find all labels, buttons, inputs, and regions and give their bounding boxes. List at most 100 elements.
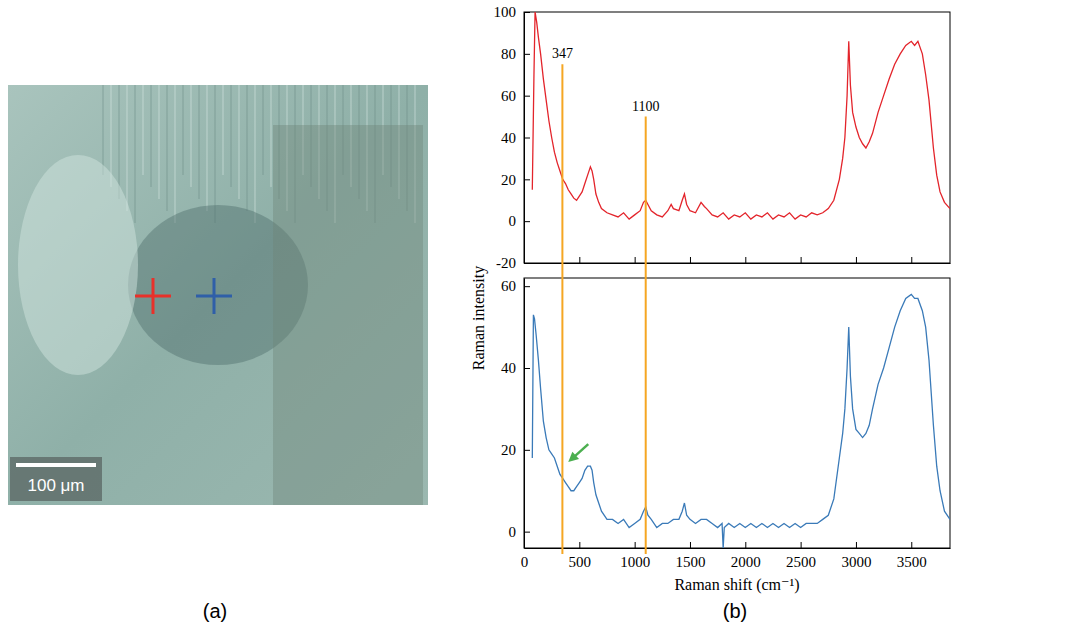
scratch	[103, 85, 104, 175]
y-tick-mark	[524, 54, 530, 55]
x-tick	[856, 257, 857, 263]
y-tick-label: 60	[501, 278, 516, 294]
y-tick-label: 0	[509, 524, 517, 540]
scratch	[239, 85, 240, 199]
y-tick: 0	[509, 524, 531, 540]
scratch	[159, 85, 160, 199]
y-tick-mark	[524, 450, 530, 451]
scratch	[231, 85, 232, 187]
scratch	[207, 85, 208, 211]
y-tick-label: 40	[501, 130, 516, 146]
x-tick-mark	[801, 542, 802, 548]
plot-frame	[524, 12, 950, 263]
y-tick: 20	[501, 172, 530, 188]
scratch	[175, 85, 176, 223]
scratch	[127, 85, 128, 211]
figure: 100 μm(a)(b)-200204060801000500100015002…	[0, 0, 1066, 640]
panel-label: (b)	[723, 600, 747, 622]
scale-bar-box	[10, 457, 102, 501]
cross-v	[152, 278, 155, 314]
y-tick-label: 0	[509, 213, 517, 229]
x-tick-mark	[635, 542, 636, 548]
x-tick-label: 0	[521, 554, 529, 570]
x-tick-label: 3500	[897, 554, 927, 570]
textured-region	[273, 125, 423, 505]
y-tick-mark	[524, 12, 530, 13]
y-tick-mark	[524, 368, 530, 369]
x-tick-mark	[690, 257, 691, 263]
y-tick-label: 80	[501, 46, 516, 62]
scratch	[111, 85, 112, 187]
x-tick: 3000	[841, 542, 871, 570]
scratch	[119, 85, 120, 199]
x-tick-mark	[579, 257, 580, 263]
x-tick-label: 2500	[786, 554, 816, 570]
y-tick: 60	[501, 88, 530, 104]
x-tick	[745, 257, 746, 263]
y-tick-mark	[524, 96, 530, 97]
y-tick: 0	[509, 213, 531, 229]
marker-label: 1100	[632, 99, 659, 114]
y-tick-label: 20	[501, 442, 516, 458]
micrograph: 100 μm	[8, 85, 428, 505]
y-tick: 80	[501, 46, 530, 62]
marker-line	[561, 64, 563, 554]
scratch	[223, 85, 224, 175]
x-tick-mark	[801, 257, 802, 263]
scratch	[167, 85, 168, 211]
x-tick	[690, 257, 691, 263]
y-axis-title: Raman intensity	[470, 266, 488, 370]
scale-bar	[16, 463, 96, 467]
spectrum-line	[532, 294, 950, 548]
y-tick-mark	[524, 221, 530, 222]
x-tick-label: 2000	[731, 554, 761, 570]
scratch	[215, 85, 216, 223]
x-tick: 2000	[731, 542, 761, 570]
y-tick-label: 40	[501, 360, 516, 376]
marker-label: 347	[552, 46, 573, 61]
y-axis: 0 20 40 60	[501, 278, 530, 548]
x-tick: 2500	[786, 542, 816, 570]
y-tick-label: 20	[501, 172, 516, 188]
spectrum-line	[532, 12, 950, 219]
x-tick-label: 1000	[620, 554, 650, 570]
scratch	[151, 85, 152, 187]
x-axis: 0 500 1000 1500 2000 2500 3000 3500	[521, 542, 951, 570]
x-tick: 1500	[675, 542, 705, 570]
y-tick-mark	[524, 138, 530, 139]
y-axis: -20020406080100	[494, 4, 531, 271]
x-tick-mark	[911, 542, 912, 548]
x-tick: 3500	[897, 542, 927, 570]
x-axis-title: Raman shift (cm⁻¹)	[674, 576, 799, 594]
x-tick-mark	[579, 542, 580, 548]
y-tick: 20	[501, 442, 530, 458]
y-axis-line	[524, 279, 525, 549]
plot-area	[532, 12, 950, 219]
x-tick: 500	[569, 542, 592, 570]
x-axis-line	[525, 263, 951, 264]
x-tick-mark	[911, 257, 912, 263]
y-tick-label: -20	[496, 255, 516, 271]
marker-line	[645, 117, 647, 554]
scratch	[199, 85, 200, 199]
y-tick: 40	[501, 360, 530, 376]
spectrum-panel: 0 500 1000 1500 2000 2500 3000 3500 0 20 40 60	[501, 278, 951, 570]
scratch	[143, 85, 144, 175]
light-region	[18, 155, 138, 375]
scale-bar-label: 100 μm	[27, 476, 84, 495]
scratch	[191, 85, 192, 187]
cross-v	[213, 278, 216, 314]
scratch	[135, 85, 136, 223]
y-tick-mark	[524, 263, 530, 264]
arrow-head	[568, 452, 579, 462]
scratch	[271, 85, 272, 187]
x-tick-mark	[745, 257, 746, 263]
x-axis	[525, 257, 951, 264]
x-tick	[801, 257, 802, 263]
x-tick-label: 1500	[675, 554, 705, 570]
x-tick-mark	[635, 257, 636, 263]
x-tick-label: 500	[569, 554, 592, 570]
x-tick-mark	[690, 542, 691, 548]
y-tick: 60	[501, 278, 530, 294]
y-tick-mark	[524, 286, 530, 287]
